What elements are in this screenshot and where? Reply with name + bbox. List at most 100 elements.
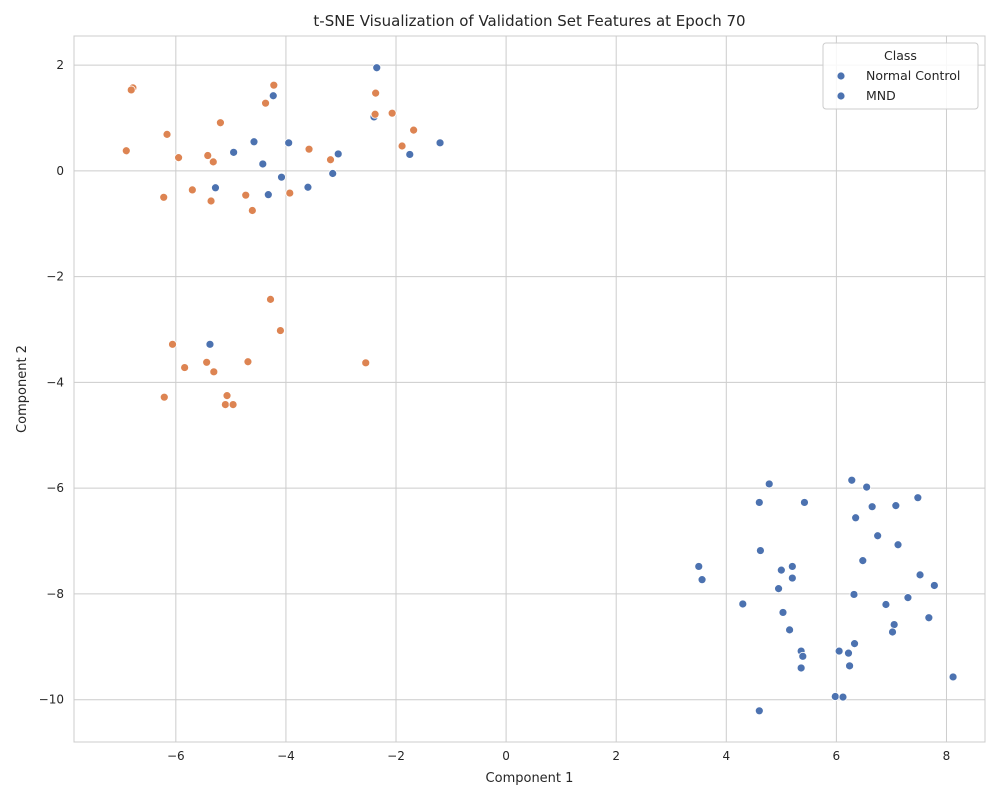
data-point-orange (216, 118, 225, 128)
data-point-blue (405, 150, 415, 159)
y-tick-label: −10 (39, 693, 64, 707)
data-point-orange (159, 192, 169, 202)
data-point-blue (903, 593, 913, 603)
legend-box (822, 42, 979, 110)
data-point-orange (206, 196, 216, 206)
legend-label-mnd: MND (866, 88, 896, 103)
data-point-blue (867, 502, 877, 512)
x-tick-label: 4 (722, 749, 730, 763)
y-tick-label: −6 (46, 481, 64, 495)
tick-labels: −6 −4 −2 0 2 4 6 8 2 0 −2 −4 −6 −8 −10 (39, 58, 951, 763)
x-tick-label: 2 (612, 749, 620, 763)
y-tick-label: −8 (46, 587, 64, 601)
plot-area-border (73, 35, 986, 743)
data-point-blue (778, 608, 788, 617)
gridlines (74, 36, 985, 742)
data-point-blue (229, 147, 239, 157)
data-point-orange (361, 358, 371, 368)
y-tick-label: 2 (56, 58, 64, 72)
data-point-blue (845, 661, 854, 671)
data-point-blue (844, 648, 853, 658)
legend: Class Normal Control MND (822, 42, 979, 110)
data-point-orange (121, 146, 131, 156)
data-point-orange (261, 98, 270, 108)
data-point-orange (304, 144, 314, 154)
x-tick-label: 6 (833, 749, 841, 763)
data-point-blue (862, 482, 872, 492)
y-tick-label: 0 (56, 164, 64, 178)
data-point-blue (851, 513, 861, 523)
legend-label-normal-control: Normal Control (866, 68, 960, 83)
data-point-blue (284, 138, 294, 148)
data-point-orange (174, 153, 183, 163)
y-tick-label: −2 (46, 270, 64, 284)
data-point-blue (268, 91, 278, 101)
legend-title: Class (884, 48, 917, 63)
data-point-blue (328, 169, 338, 178)
data-point-blue (881, 600, 891, 609)
data-point-blue (798, 651, 808, 661)
data-point-blue (800, 498, 809, 507)
data-point-blue (754, 498, 764, 507)
data-point-blue (277, 172, 286, 182)
data-point-blue (796, 663, 806, 673)
data-point-blue (889, 620, 899, 629)
data-point-orange (228, 400, 238, 410)
data-point-blue (303, 182, 313, 192)
legend-marker-normal-control (837, 72, 845, 80)
data-point-orange (202, 357, 212, 367)
data-point-orange (247, 206, 257, 215)
data-point-blue (948, 672, 958, 682)
data-point-blue (893, 540, 903, 550)
data-point-blue (787, 562, 797, 571)
data-point-orange (387, 108, 397, 118)
data-point-blue (738, 599, 748, 609)
x-tick-label: 0 (502, 749, 510, 763)
data-point-blue (754, 706, 764, 716)
data-point-blue (834, 646, 844, 656)
data-point-orange (203, 151, 213, 160)
data-point-blue (850, 639, 859, 649)
data-point-blue (888, 627, 897, 637)
data-point-blue (785, 625, 794, 635)
data-point-blue (838, 692, 848, 702)
data-point-blue (915, 570, 925, 580)
data-point-blue (891, 501, 901, 511)
data-point-blue (764, 479, 774, 489)
x-tick-label: 8 (943, 749, 951, 763)
data-point-blue (787, 573, 797, 583)
data-point-orange (371, 88, 381, 98)
data-point-blue (205, 339, 215, 349)
data-point-orange (409, 125, 419, 135)
y-axis-label: Component 2 (15, 345, 30, 433)
data-point-blue (774, 584, 783, 594)
chart-title: t-SNE Visualization of Validation Set Fe… (313, 12, 745, 30)
data-point-blue (333, 149, 343, 159)
data-point-blue (258, 159, 268, 169)
data-point-blue (929, 581, 939, 590)
data-point-orange (168, 339, 177, 349)
data-point-orange (159, 392, 169, 402)
data-point-orange (397, 141, 407, 151)
data-point-blue (830, 692, 840, 701)
data-point-orange (266, 294, 275, 304)
data-point-orange (208, 157, 218, 167)
data-points (121, 63, 958, 716)
data-point-orange (370, 109, 380, 119)
data-point-orange (243, 357, 253, 367)
data-point-blue (756, 546, 765, 555)
data-point-orange (326, 155, 335, 165)
data-point-orange (241, 190, 251, 200)
data-point-orange (269, 80, 279, 90)
data-point-blue (776, 565, 786, 575)
y-tick-label: −4 (46, 375, 64, 389)
data-point-blue (435, 138, 445, 148)
data-point-blue (858, 556, 868, 566)
data-point-blue (211, 183, 220, 193)
data-point-orange (220, 400, 230, 410)
data-point-blue (924, 613, 934, 623)
x-tick-label: −4 (277, 749, 295, 763)
data-point-blue (249, 137, 259, 147)
data-point-blue (849, 590, 859, 599)
